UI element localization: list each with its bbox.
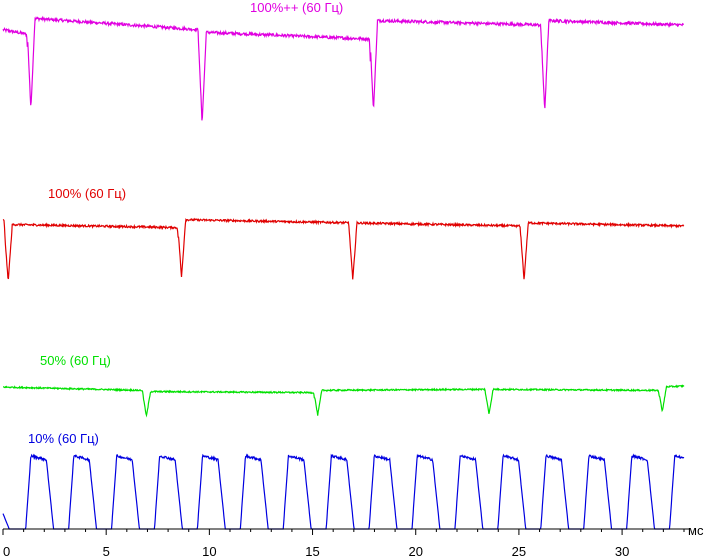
x-tick-label: 20 bbox=[408, 544, 422, 559]
x-axis: 0 5 10 15 20 25 30 bbox=[2, 528, 689, 559]
x-tick-label: 5 bbox=[103, 544, 110, 559]
x-tick-label: 0 bbox=[3, 544, 10, 559]
series-line-2 bbox=[3, 384, 685, 418]
x-tick-label: 25 bbox=[512, 544, 526, 559]
series-label-10: 10% (60 Гц) bbox=[28, 431, 99, 446]
series-line-3 bbox=[2, 453, 685, 530]
series-label-100pp: 100%++ (60 Гц) bbox=[250, 0, 343, 15]
series-line-0 bbox=[2, 15, 684, 121]
series-label-layer: 100%++ (60 Гц) 100% (60 Гц) 50% (60 Гц) … bbox=[28, 0, 343, 446]
x-tick-label: 10 bbox=[202, 544, 216, 559]
series-label-50: 50% (60 Гц) bbox=[40, 353, 111, 368]
series-line-1 bbox=[2, 217, 685, 280]
series-layer bbox=[2, 15, 685, 530]
x-tick-label: 30 bbox=[615, 544, 629, 559]
series-label-100: 100% (60 Гц) bbox=[48, 186, 126, 201]
x-axis-unit-label: мс bbox=[688, 523, 704, 538]
x-tick-label: 15 bbox=[305, 544, 319, 559]
